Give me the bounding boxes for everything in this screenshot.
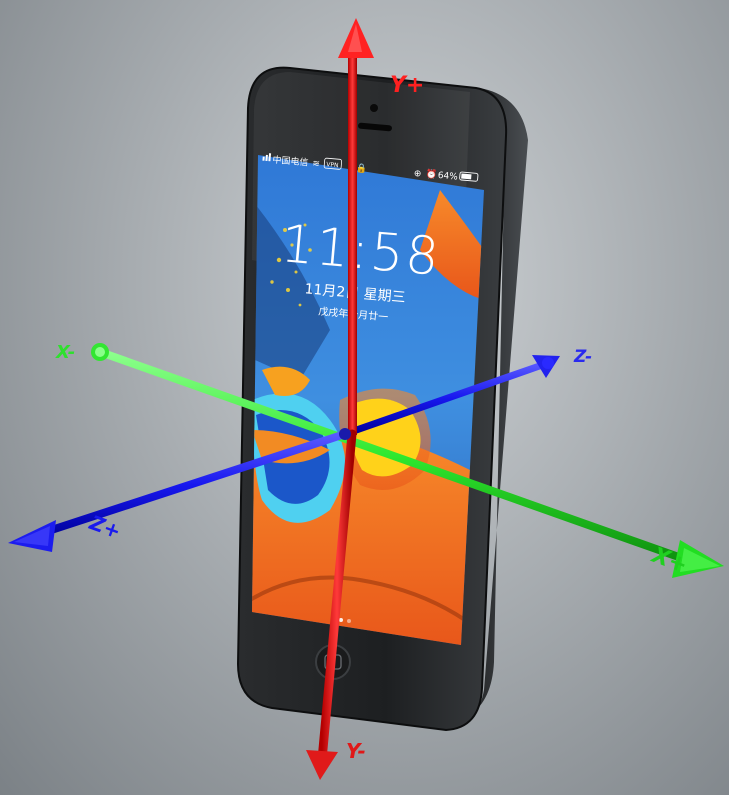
status-bar: 中国电信 ≋ VPN 🔒 ⊕ ⏰ 64% [262,153,479,183]
vpn-badge: VPN [326,161,339,169]
z-axis-front [8,430,349,552]
alarm-icon: ⏰ [425,168,437,181]
carrier-label: 中国电信 [272,153,309,168]
phone-side-edge [452,88,528,728]
front-camera-icon [370,104,378,112]
wifi-icon: ≋ [312,159,320,170]
x-axis [91,343,724,578]
y-plus-label: Y+ [390,73,424,98]
z-axis [341,355,560,438]
x-minus-label: X- [55,342,75,363]
battery-icon [459,171,479,182]
battery-percentage: 64% [437,171,458,183]
y-minus-label: Y- [346,739,366,763]
rotation-lock-icon: ⊕ [413,169,421,180]
signal-icon [262,153,272,162]
y-axis [306,18,374,780]
page-indicator [339,618,351,623]
time-display: 11:58 [279,214,443,288]
y-minus-arrowhead [306,750,338,780]
z-minus-label: Z- [573,347,592,367]
lock-icon: 🔒 [356,163,368,175]
earpiece [358,122,392,132]
